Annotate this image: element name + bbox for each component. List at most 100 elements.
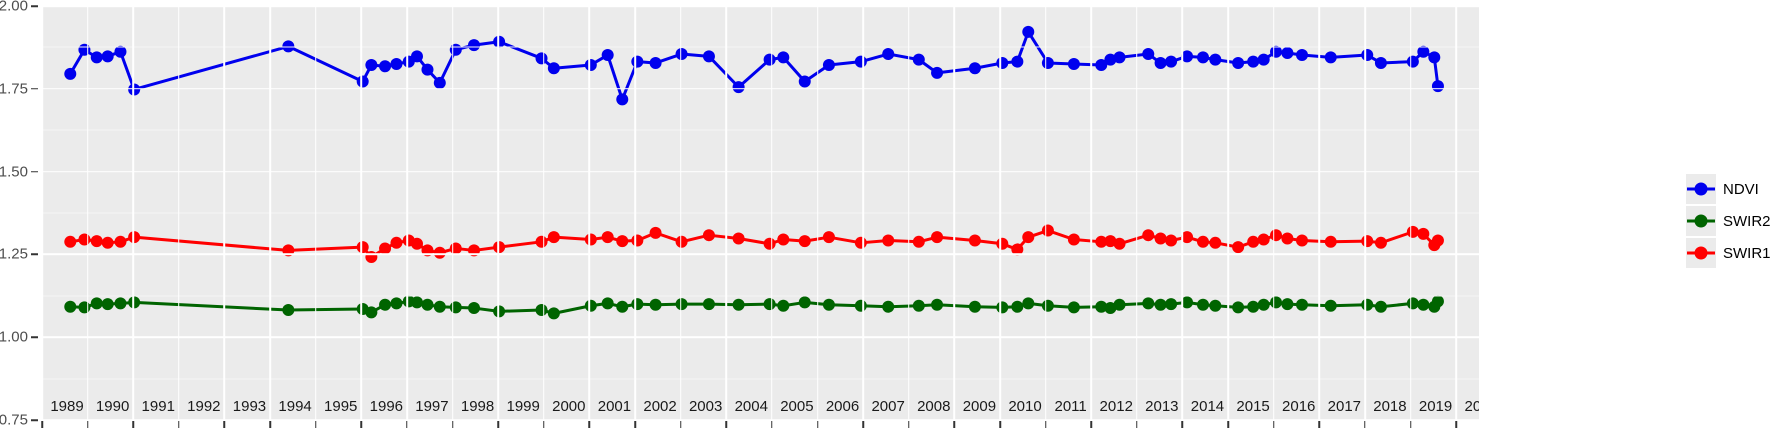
x-tick-mark [908,421,910,428]
data-point [78,301,91,314]
x-tick-mark [223,421,226,428]
data-point [882,48,895,61]
x-tick-mark [1272,421,1275,428]
y-tick-label: 1.25 [0,245,28,263]
gridline-major-vertical [314,6,317,420]
gridline-major-horizontal [42,88,1479,90]
data-point [584,233,597,246]
data-point [854,55,867,68]
x-tick-mark [86,421,89,428]
x-tick-mark [588,421,591,428]
data-point [822,58,835,71]
data-point [798,296,811,309]
data-point [1113,237,1126,250]
y-tick-label: 1.75 [0,80,28,98]
series-ndvi [64,25,1444,106]
data-point [1296,298,1308,311]
gridline-major-vertical [679,6,682,420]
data-point [468,39,481,52]
data-point [798,235,811,248]
gridline-major-vertical [588,6,591,420]
data-point [1361,298,1374,311]
data-point [1257,53,1270,66]
data-point [1374,56,1387,69]
x-tick-label: 2016 [1282,398,1316,415]
data-point [421,244,434,257]
data-point [1067,57,1080,70]
x-tick-mark [269,421,271,428]
x-tick-mark [1364,421,1366,428]
data-point [931,66,944,79]
data-point [1197,298,1209,311]
gridline-major-vertical [634,6,636,420]
data-point [1232,301,1245,314]
legend-item-swir2[interactable]: SWIR2 [1686,206,1771,236]
data-point [631,55,644,68]
x-tick-label: 1998 [460,398,495,415]
x-tick-label: 1989 [50,398,84,415]
data-point [90,297,103,310]
data-point [356,75,369,88]
data-point [631,298,644,311]
data-point [114,45,127,58]
legend-point-icon [1694,214,1708,228]
data-point [1041,224,1054,237]
data-point [732,298,745,311]
gridline-major-vertical [771,6,773,420]
data-point [1104,53,1117,66]
x-tick-mark [497,421,499,428]
data-point [535,235,548,248]
legend-item-label: SWIR2 [1723,212,1771,230]
data-point [1165,55,1178,68]
data-point [798,75,811,88]
data-point [996,237,1009,250]
x-tick-mark [1090,421,1092,428]
data-point [1113,298,1126,311]
legend-item-swir1[interactable]: SWIR1 [1686,238,1771,268]
legend-item-ndvi[interactable]: NDVI [1686,174,1771,204]
data-point [1281,47,1294,60]
data-point [493,305,506,318]
x-tick-label: 1990 [95,398,130,415]
data-point [616,93,629,106]
data-point [1011,243,1024,256]
data-point [282,304,295,317]
legend: NDVI SWIR2 SWIR1 [1686,174,1771,268]
x-axis [41,420,1479,442]
data-point [1154,56,1167,69]
data-point [365,58,378,71]
x-tick-label: 2006 [825,398,860,415]
plot-series-svg [64,25,1444,320]
data-point [1324,299,1337,312]
data-point [1209,299,1222,312]
data-point [1361,49,1374,62]
x-tick-mark [1227,421,1229,428]
data-point [912,53,925,66]
x-tick-label: 2015 [1236,398,1270,415]
data-point [547,307,560,320]
data-point [1209,53,1222,66]
data-point [968,300,981,313]
x-tick-label: 2011 [1054,398,1087,415]
x-tick-label: 2009 [962,398,997,415]
x-tick-label: 1992 [187,398,221,415]
data-point [547,62,560,75]
data-point [1104,302,1117,315]
data-point [379,242,392,255]
data-point [1431,295,1444,308]
data-point [433,300,446,313]
data-point [90,235,103,248]
data-point [882,300,895,313]
x-tick-label: 1997 [415,398,449,415]
data-point [78,233,91,246]
x-tick-mark [816,421,819,428]
data-point [732,81,745,94]
data-point [1154,298,1167,311]
x-tick-mark [862,421,864,428]
legend-key-swatch [1686,238,1716,268]
data-point [1022,25,1035,38]
y-tick-label: 1.50 [0,163,28,181]
x-tick-label: 2007 [871,398,905,415]
gridline-major-horizontal [42,253,1479,256]
data-point [1270,296,1282,309]
